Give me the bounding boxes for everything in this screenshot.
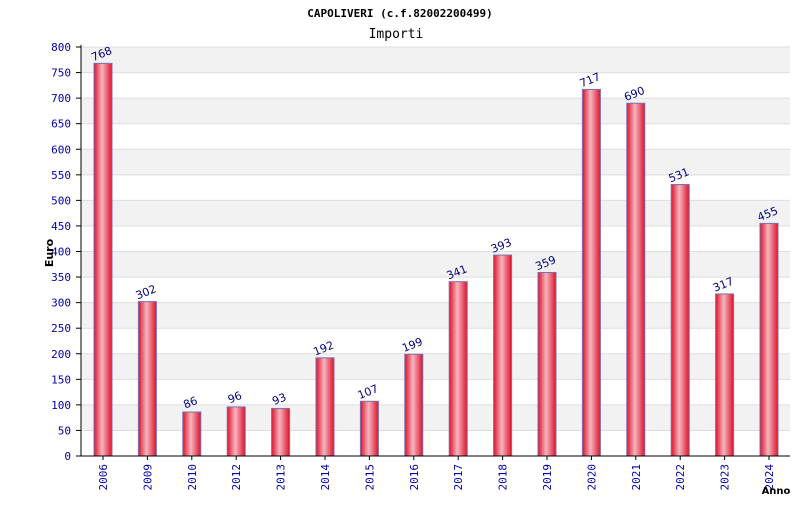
bar[interactable] <box>315 357 335 457</box>
data-label: 317 <box>711 275 735 295</box>
y-tick-label: 400 <box>51 246 71 259</box>
x-tick-label: 2019 <box>541 464 554 491</box>
x-tick-label: 2016 <box>408 464 421 491</box>
y-tick-label: 600 <box>51 143 71 156</box>
data-label: 86 <box>182 394 200 411</box>
y-axis-label: Euro <box>43 238 56 267</box>
y-tick-label: 50 <box>58 424 71 437</box>
bar[interactable] <box>670 184 690 457</box>
x-tick-label: 2013 <box>275 464 288 491</box>
grid-band <box>81 98 790 124</box>
grid-band <box>81 47 790 73</box>
y-tick-label: 650 <box>51 118 71 131</box>
y-tick-label: 0 <box>64 450 71 463</box>
x-tick-label: 2024 <box>763 464 776 491</box>
x-tick-label: 2015 <box>363 464 376 491</box>
y-tick-label: 350 <box>51 271 71 284</box>
bar[interactable] <box>137 301 157 457</box>
y-tick-label: 300 <box>51 297 71 310</box>
y-tick-label: 200 <box>51 348 71 361</box>
x-tick-label: 2022 <box>674 464 687 491</box>
x-tick-label: 2012 <box>230 464 243 491</box>
bar[interactable] <box>537 271 557 457</box>
bar[interactable] <box>226 406 246 457</box>
x-axis-label: Anno <box>762 486 791 497</box>
grid-band <box>81 149 790 175</box>
x-tick-label: 2021 <box>630 464 643 491</box>
x-tick-label: 2010 <box>186 464 199 491</box>
y-tick-label: 700 <box>51 92 71 105</box>
bar[interactable] <box>359 400 379 457</box>
y-tick-label: 550 <box>51 169 71 182</box>
data-label: 199 <box>400 335 424 355</box>
data-label: 302 <box>134 282 158 302</box>
y-tick-label: 800 <box>51 41 71 54</box>
bar[interactable] <box>759 222 779 457</box>
data-label: 96 <box>226 389 244 406</box>
x-tick-label: 2014 <box>319 464 332 491</box>
x-tick-label: 2006 <box>97 464 110 491</box>
y-tick-label: 500 <box>51 194 71 207</box>
chart-subtitle: Importi <box>369 27 424 42</box>
bar[interactable] <box>448 281 468 457</box>
bar[interactable] <box>182 411 202 457</box>
bar[interactable] <box>271 407 291 457</box>
data-label: 717 <box>578 70 602 90</box>
y-tick-label: 250 <box>51 322 71 335</box>
y-tick-label: 450 <box>51 220 71 233</box>
bar[interactable] <box>493 254 513 457</box>
data-label: 93 <box>270 391 288 408</box>
x-tick-label: 2018 <box>497 464 510 491</box>
bar[interactable] <box>626 102 646 457</box>
bar[interactable] <box>715 293 735 457</box>
y-tick-label: 150 <box>51 373 71 386</box>
bar[interactable] <box>581 88 601 457</box>
bar[interactable] <box>93 62 113 457</box>
bar[interactable] <box>404 353 424 457</box>
data-label: 107 <box>356 382 380 402</box>
y-tick-label: 750 <box>51 67 71 80</box>
x-tick-label: 2020 <box>585 464 598 491</box>
x-tick-label: 2009 <box>141 464 154 491</box>
y-tick-label: 100 <box>51 399 71 412</box>
x-tick-label: 2023 <box>719 464 732 491</box>
chart-title: CAPOLIVERI (c.f.82002200499) <box>307 7 492 20</box>
x-tick-label: 2017 <box>452 464 465 491</box>
